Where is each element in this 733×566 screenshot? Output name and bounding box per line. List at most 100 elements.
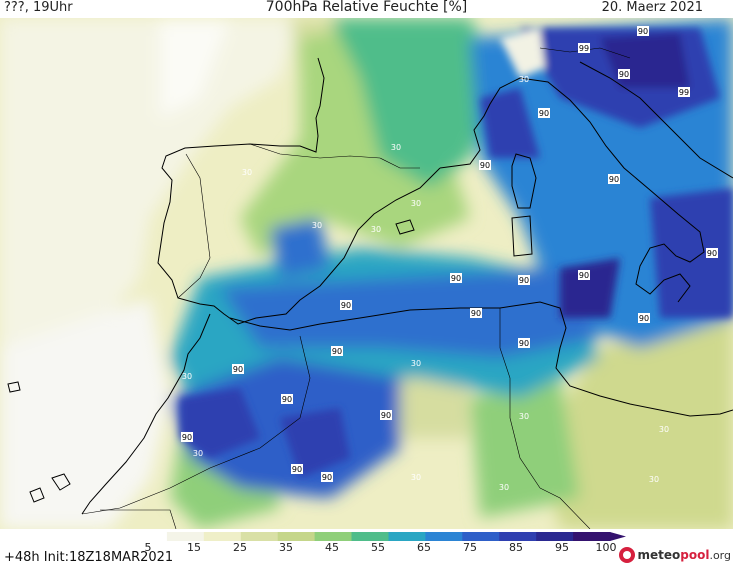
contour-label-bg xyxy=(450,273,462,283)
dark-core-morocco-inland xyxy=(280,408,350,478)
contour-label: 90 xyxy=(539,109,549,118)
map-canvas: 90 99 90 99 90 90 90 90 90 90 90 90 90 90 90 90 90 90 90 90… xyxy=(0,18,733,529)
colorbar-cell xyxy=(166,532,205,541)
contour-label-bg xyxy=(638,313,650,323)
contour-label: 30 xyxy=(182,372,192,381)
colorbar-cell xyxy=(314,532,352,541)
contour-label-bg xyxy=(340,300,352,310)
colorbar-cell xyxy=(130,532,168,541)
contour-label: 90 xyxy=(480,161,490,170)
border-western-sahara xyxy=(100,509,177,529)
colorbar-tick: 25 xyxy=(233,541,247,554)
contour-label-bg xyxy=(281,394,293,404)
contour-label-bg xyxy=(380,410,392,420)
colorbar-cell xyxy=(240,532,279,541)
colorbar-tick: 35 xyxy=(279,541,293,554)
border-spain-france xyxy=(249,143,420,169)
coast-sardinia xyxy=(511,215,533,257)
contour-label-bg xyxy=(637,26,649,36)
colorbar-cell xyxy=(462,532,500,541)
border-algeria-libya xyxy=(539,487,591,529)
contour-label-bg xyxy=(518,275,530,285)
contour-label: 90 xyxy=(707,249,717,258)
colorbar-cell xyxy=(425,532,463,541)
contour-label: 99 xyxy=(579,44,589,53)
coast-morocco-atlantic xyxy=(81,313,211,515)
contour-label-bg xyxy=(479,160,491,170)
contour-label: 90 xyxy=(381,411,391,420)
colorbar-arrow xyxy=(610,532,626,541)
contour-label: 30 xyxy=(499,483,509,492)
blue-patch-spain xyxy=(270,218,330,278)
contour-label-bg xyxy=(518,338,530,348)
blue-band-med-core xyxy=(220,268,600,358)
contour-label: 90 xyxy=(579,271,589,280)
contour-label-bg xyxy=(618,69,630,79)
contour-label-bg xyxy=(608,174,620,184)
dark-core-corsica xyxy=(480,88,540,158)
logo-text-org: .org xyxy=(709,548,731,562)
contour-label: 30 xyxy=(659,425,669,434)
contour-label: 90 xyxy=(471,309,481,318)
very-dry-strip xyxy=(160,18,230,118)
contour-label-bg xyxy=(321,472,333,482)
colorbar-tick: 100 xyxy=(595,541,617,554)
coast-italy xyxy=(439,77,705,303)
colorbar-tick: 15 xyxy=(187,541,201,554)
contour-label: 90 xyxy=(609,175,619,184)
colorbar-tick: 75 xyxy=(463,541,477,554)
contour-label-bg xyxy=(538,108,550,118)
contour-label: 30 xyxy=(371,225,381,234)
contour-label-bg xyxy=(181,432,193,442)
contour-label: 90 xyxy=(292,465,302,474)
colorbar-cell xyxy=(573,532,611,541)
contour-label: 30 xyxy=(411,473,421,482)
purple-core-tunisia xyxy=(560,258,620,318)
logo-text-pool: pool xyxy=(680,548,710,562)
contour-label-bg xyxy=(578,43,590,53)
contour-label: 90 xyxy=(182,433,192,442)
contour-labels: 90 99 90 99 90 90 90 90 90 90 90 90 90 90 90 90 90 90 90 90… xyxy=(181,26,718,492)
contour-label: 90 xyxy=(282,395,292,404)
meteopool-icon xyxy=(619,547,636,563)
valid-time: ???, 19Uhr xyxy=(4,0,73,15)
border-morocco-algeria xyxy=(81,335,311,515)
contour-label: 90 xyxy=(341,301,351,310)
country-borders xyxy=(81,47,631,529)
olive-region-libya xyxy=(540,318,733,529)
colorbar-cell xyxy=(351,532,389,541)
map-title: 700hPa Relative Feuchte [%] xyxy=(265,0,468,15)
green-region-sahara xyxy=(470,378,580,518)
contour-label-bg xyxy=(706,248,718,258)
dry-streak-alps xyxy=(500,28,545,78)
logo-text-meteo: meteo xyxy=(637,548,681,562)
coast-iberia xyxy=(157,57,441,325)
colorbar-tick: 55 xyxy=(371,541,385,554)
contour-label: 90 xyxy=(638,27,648,36)
colorbar-cell xyxy=(277,532,316,541)
contour-label: 30 xyxy=(193,449,203,458)
valid-date: 20. Maerz 2021 xyxy=(601,0,703,15)
border-spain-portugal xyxy=(177,153,211,299)
map-footer: 5 15 25 35 45 55 65 75 85 95 100 +48h In… xyxy=(0,529,733,566)
contour-label: 30 xyxy=(411,199,421,208)
contour-label: 90 xyxy=(332,347,342,356)
contour-label: 30 xyxy=(519,75,529,84)
colorbar-tick: 5 xyxy=(144,541,152,554)
coast-canary-islands xyxy=(7,381,71,503)
contour-label-bg xyxy=(232,364,244,374)
colorbar-cell xyxy=(388,532,426,541)
teal-region-alps xyxy=(330,18,500,188)
colorbar-tick: 65 xyxy=(417,541,431,554)
contour-label: 30 xyxy=(519,412,529,421)
contour-label: 90 xyxy=(519,339,529,348)
contour-label: 90 xyxy=(451,274,461,283)
dry-region-canaries xyxy=(0,298,170,529)
contour-label: 90 xyxy=(322,473,332,482)
colorbar-tick: 85 xyxy=(509,541,523,554)
contour-label: 30 xyxy=(312,221,322,230)
meteopool-logo[interactable]: meteo pool .org xyxy=(619,546,731,564)
dark-core-morocco-coast xyxy=(180,388,260,458)
contour-label: 30 xyxy=(242,168,252,177)
init-time: +48h Init:18Z18MAR2021 xyxy=(4,550,174,565)
